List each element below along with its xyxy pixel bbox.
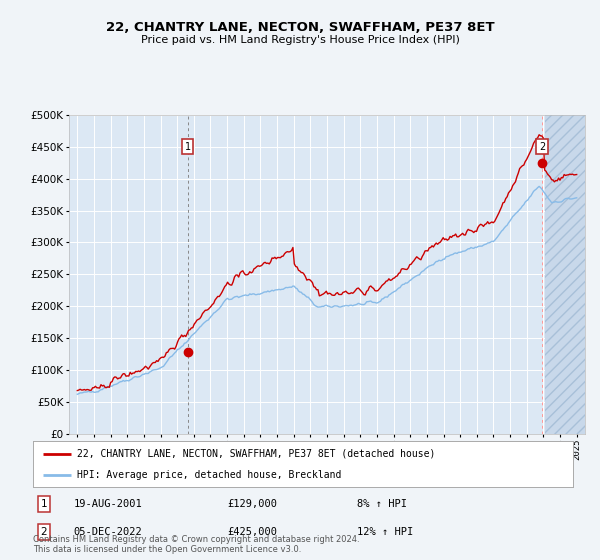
Text: 22, CHANTRY LANE, NECTON, SWAFFHAM, PE37 8ET: 22, CHANTRY LANE, NECTON, SWAFFHAM, PE37… <box>106 21 494 34</box>
Text: 05-DEC-2022: 05-DEC-2022 <box>74 527 142 537</box>
Text: £129,000: £129,000 <box>227 499 277 509</box>
Text: 19-AUG-2001: 19-AUG-2001 <box>74 499 142 509</box>
Text: £425,000: £425,000 <box>227 527 277 537</box>
Text: 2: 2 <box>40 527 47 537</box>
Text: Contains HM Land Registry data © Crown copyright and database right 2024.
This d: Contains HM Land Registry data © Crown c… <box>33 535 359 554</box>
Text: 8% ↑ HPI: 8% ↑ HPI <box>357 499 407 509</box>
Text: 1: 1 <box>184 142 191 152</box>
Text: 1: 1 <box>40 499 47 509</box>
Text: 22, CHANTRY LANE, NECTON, SWAFFHAM, PE37 8ET (detached house): 22, CHANTRY LANE, NECTON, SWAFFHAM, PE37… <box>77 449 436 459</box>
Text: HPI: Average price, detached house, Breckland: HPI: Average price, detached house, Brec… <box>77 470 341 480</box>
Text: 12% ↑ HPI: 12% ↑ HPI <box>357 527 413 537</box>
Text: 2: 2 <box>539 142 545 152</box>
Text: Price paid vs. HM Land Registry's House Price Index (HPI): Price paid vs. HM Land Registry's House … <box>140 35 460 45</box>
